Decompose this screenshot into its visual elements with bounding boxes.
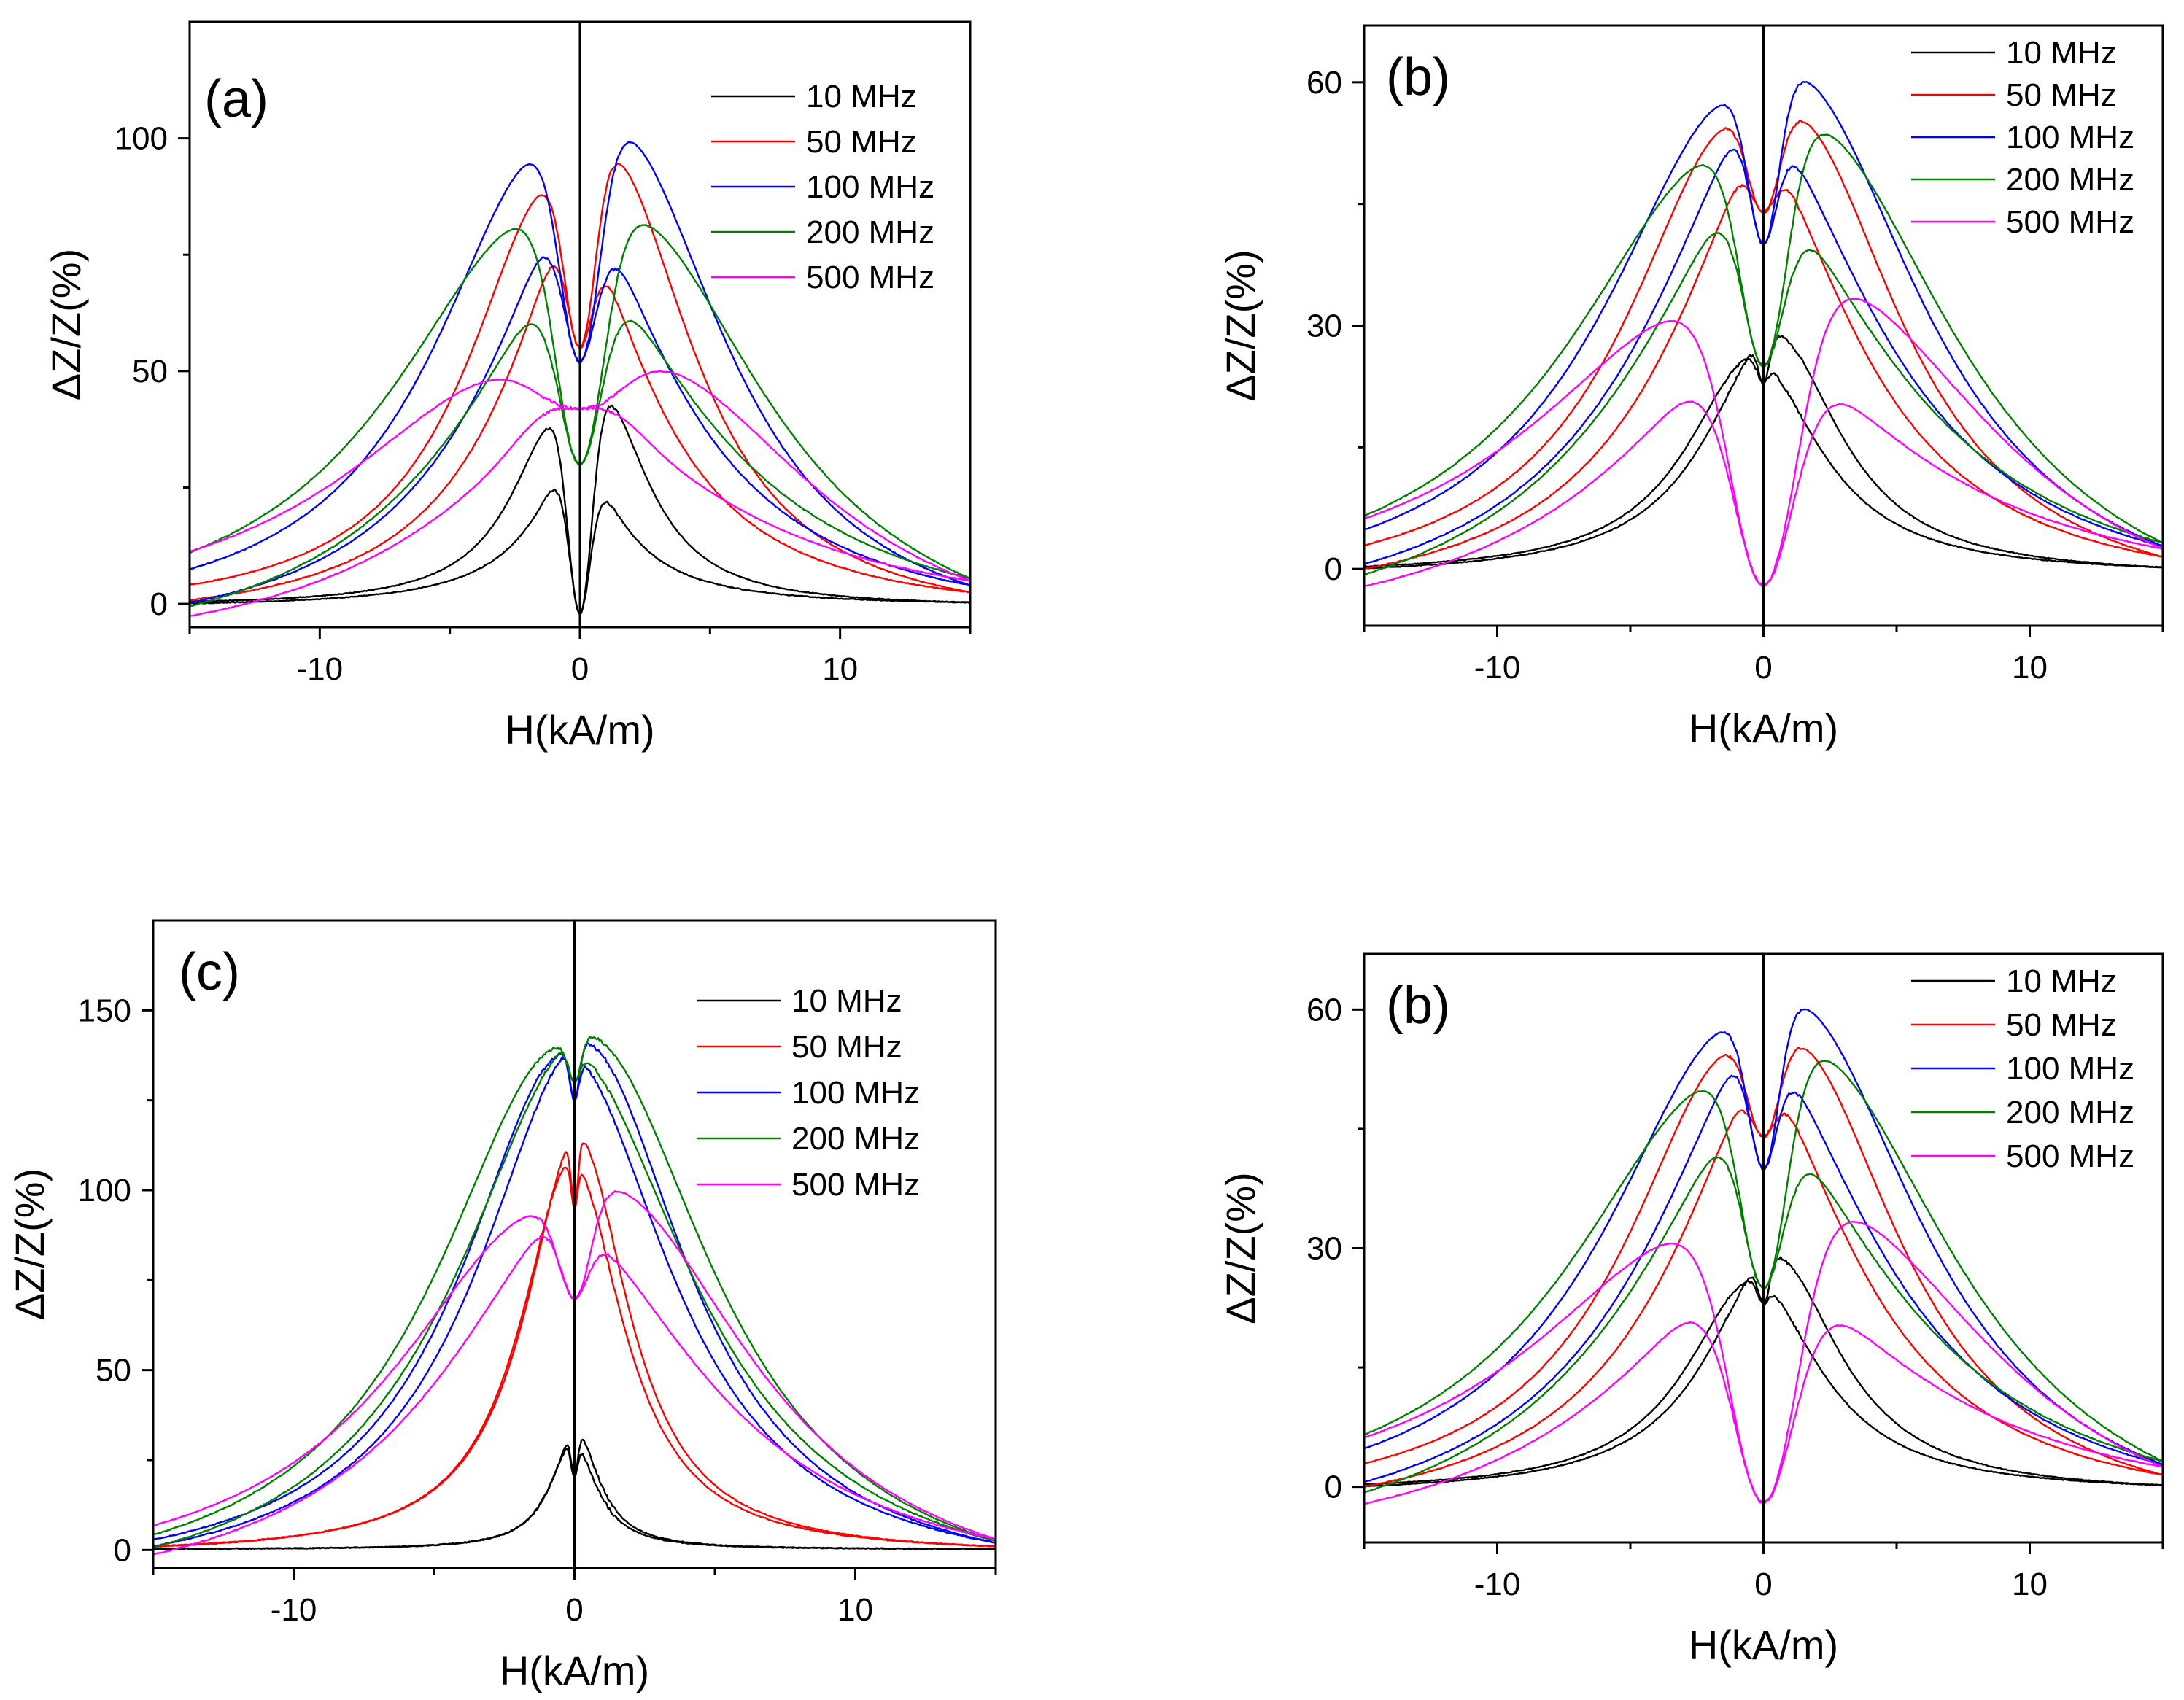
legend-label: 10 MHz — [2006, 35, 2117, 71]
x-tick-label: -10 — [297, 651, 344, 687]
x-tick-label: -10 — [271, 1592, 317, 1628]
panel-label: (b) — [1386, 48, 1450, 106]
legend-label: 100 MHz — [806, 169, 934, 205]
legend-label: 50 MHz — [2006, 1007, 2117, 1043]
y-axis-title: ΔZ/Z(%) — [43, 249, 89, 400]
y-tick-label: 50 — [96, 1353, 131, 1389]
y-tick-label: 30 — [1306, 1231, 1342, 1267]
y-axis-title: ΔZ/Z(%) — [1217, 1172, 1263, 1324]
legend-label: 100 MHz — [2006, 1051, 2134, 1087]
y-axis-title: ΔZ/Z(%) — [7, 1168, 53, 1320]
panel-label: (a) — [204, 70, 268, 128]
x-tick-label: 10 — [822, 651, 858, 687]
legend-label: 200 MHz — [806, 214, 934, 250]
chart-panel-4: -10 0 10 0 30 60 H(kA/m) ΔZ/Z(%) (b) 10 MHz 50 MHz… — [1217, 952, 2164, 1668]
x-tick-label: 0 — [571, 651, 589, 687]
legend-label: 200 MHz — [2006, 162, 2134, 198]
panel-label: (c) — [179, 943, 240, 1001]
panel-label: (b) — [1386, 977, 1450, 1035]
legend-label: 500 MHz — [2006, 204, 2134, 240]
y-tick-label: 30 — [1306, 308, 1342, 344]
legend-label: 10 MHz — [806, 79, 917, 115]
x-tick-label: -10 — [1474, 1567, 1521, 1602]
legend-label: 100 MHz — [2006, 120, 2134, 155]
x-tick-label: 10 — [2012, 650, 2048, 686]
y-tick-label: 60 — [1306, 65, 1342, 101]
x-axis-title: H(kA/m) — [1689, 705, 1838, 751]
legend-label: 200 MHz — [791, 1121, 920, 1157]
y-tick-label: 0 — [1325, 551, 1342, 587]
y-tick-label: 150 — [78, 993, 131, 1028]
legend-label: 50 MHz — [2006, 77, 2117, 113]
y-tick-label: 60 — [1306, 992, 1342, 1028]
y-tick-label: 0 — [150, 586, 168, 622]
y-tick-label: 0 — [1325, 1470, 1342, 1505]
legend-label: 200 MHz — [2006, 1095, 2134, 1130]
legend-label: 10 MHz — [2006, 963, 2117, 999]
legend-label: 100 MHz — [791, 1075, 920, 1111]
legend-label: 500 MHz — [806, 260, 934, 295]
legend-label: 10 MHz — [791, 983, 902, 1019]
y-tick-label: 100 — [115, 121, 168, 157]
legend-label: 500 MHz — [2006, 1138, 2134, 1174]
x-tick-label: 0 — [565, 1592, 583, 1628]
x-tick-label: 0 — [1754, 650, 1772, 686]
y-tick-label: 50 — [132, 354, 168, 389]
x-axis-title: H(kA/m) — [500, 1647, 649, 1693]
x-axis-title: H(kA/m) — [505, 707, 654, 753]
y-tick-label: 0 — [114, 1532, 131, 1568]
y-axis-title: ΔZ/Z(%) — [1217, 249, 1263, 401]
x-axis-title: H(kA/m) — [1689, 1622, 1838, 1668]
x-tick-label: -10 — [1474, 650, 1521, 686]
x-tick-label: 10 — [837, 1592, 873, 1628]
legend-label: 50 MHz — [806, 124, 917, 160]
legend-label: 500 MHz — [791, 1167, 920, 1203]
x-tick-label: 10 — [2012, 1567, 2048, 1602]
x-tick-label: 0 — [1754, 1567, 1772, 1602]
y-tick-label: 100 — [78, 1173, 131, 1208]
chart-panel-2: -10 0 10 0 30 60 H(kA/m) ΔZ/Z(%) (b) 10 MHz 50 MHz… — [1217, 24, 2164, 751]
legend-label: 50 MHz — [791, 1029, 902, 1065]
